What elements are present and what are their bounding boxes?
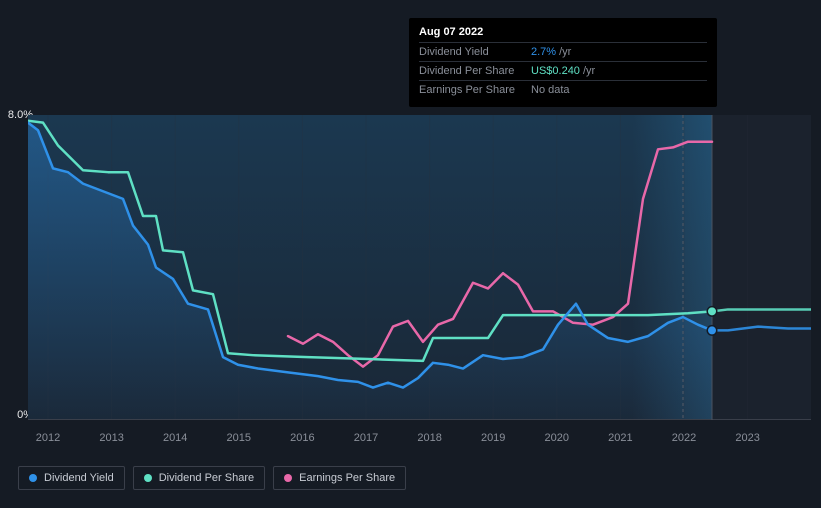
chart-plot-area[interactable] xyxy=(28,115,811,420)
legend-item[interactable]: Dividend Per Share xyxy=(133,466,265,490)
x-axis-year-label: 2018 xyxy=(417,432,441,444)
tooltip-row-suffix: /yr xyxy=(559,46,571,58)
legend-item-label: Dividend Per Share xyxy=(159,472,254,484)
x-axis-year-label: 2022 xyxy=(672,432,696,444)
x-axis-year-label: 2012 xyxy=(36,432,60,444)
tooltip-row: Dividend Per ShareUS$0.240/yr xyxy=(419,61,707,80)
legend-item[interactable]: Dividend Yield xyxy=(18,466,125,490)
x-axis-year-label: 2020 xyxy=(545,432,569,444)
legend-item-label: Earnings Per Share xyxy=(299,472,395,484)
tooltip-date: Aug 07 2022 xyxy=(419,26,707,38)
x-axis-year-label: 2021 xyxy=(608,432,632,444)
tooltip-row: Earnings Per ShareNo data xyxy=(419,80,707,99)
legend-item-label: Dividend Yield xyxy=(44,472,114,484)
x-axis-year-label: 2013 xyxy=(99,432,123,444)
x-axis-year-label: 2023 xyxy=(735,432,759,444)
tooltip-row-value: No data xyxy=(531,84,570,96)
legend-dot-icon xyxy=(284,474,292,482)
tooltip-row-label: Dividend Per Share xyxy=(419,65,531,77)
x-axis-year-label: 2014 xyxy=(163,432,187,444)
tooltip-row-suffix: /yr xyxy=(583,65,595,77)
tooltip-row-label: Dividend Yield xyxy=(419,46,531,58)
tooltip-row: Dividend Yield2.7%/yr xyxy=(419,42,707,61)
tooltip-row-value: 2.7% xyxy=(531,46,556,58)
tooltip-row-label: Earnings Per Share xyxy=(419,84,531,96)
x-axis-year-label: 2019 xyxy=(481,432,505,444)
chart-tooltip: Aug 07 2022 Dividend Yield2.7%/yrDividen… xyxy=(409,18,717,107)
tooltip-row-value: US$0.240 xyxy=(531,65,580,77)
chart-svg xyxy=(28,115,811,420)
x-axis-year-label: 2016 xyxy=(290,432,314,444)
x-axis-labels: 2012 2013 2014 2015 2016 2017 2018 2019 2020 2021… xyxy=(28,432,811,447)
chart-legend: Dividend Yield Dividend Per Share Earnings… xyxy=(18,466,406,490)
legend-dot-icon xyxy=(29,474,37,482)
legend-item[interactable]: Earnings Per Share xyxy=(273,466,406,490)
x-axis-year-label: 2015 xyxy=(227,432,251,444)
legend-dot-icon xyxy=(144,474,152,482)
x-axis-year-label: 2017 xyxy=(354,432,378,444)
